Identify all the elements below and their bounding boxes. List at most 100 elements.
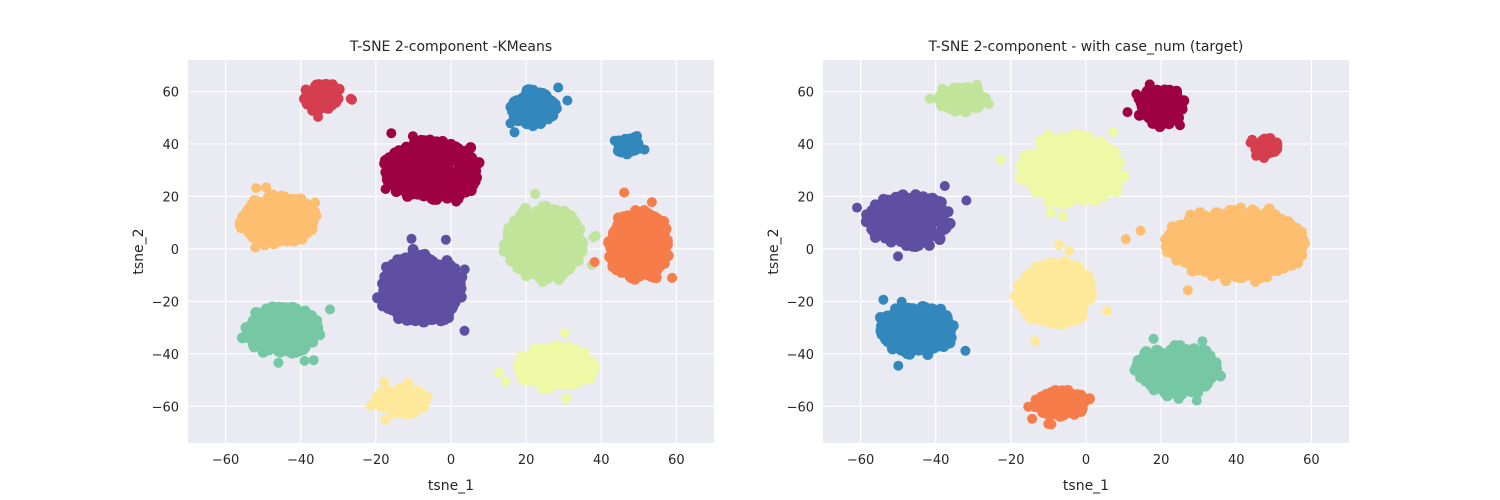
- scatter-point: [633, 249, 645, 261]
- scatter-point: [1160, 233, 1172, 245]
- scatter-point: [285, 319, 297, 331]
- scatter-point: [1234, 242, 1246, 253]
- scatter-point: [883, 212, 895, 224]
- scatter-point: [935, 93, 947, 105]
- scatter-point-outlier: [251, 183, 262, 193]
- scatter-point: [1165, 87, 1177, 99]
- scatter-point: [548, 363, 560, 375]
- scatter-point: [1245, 209, 1257, 221]
- scatter-point: [413, 264, 424, 276]
- scatter-point: [539, 106, 551, 118]
- scatter-point-outlier: [590, 230, 601, 241]
- scatter-point: [311, 322, 323, 333]
- scatter-point: [1022, 173, 1034, 185]
- cluster-3: [1245, 133, 1283, 164]
- scatter-point: [1101, 183, 1113, 195]
- scatter-point: [537, 233, 549, 245]
- scatter-point-outlier: [406, 233, 417, 244]
- scatter-point: [404, 253, 416, 265]
- scatter-point: [917, 191, 929, 203]
- scatter-point: [418, 276, 430, 288]
- scatter-point: [540, 262, 552, 274]
- scatter-point: [874, 227, 886, 238]
- scatter-point-outlier: [459, 325, 470, 336]
- scatter-point: [507, 249, 519, 261]
- cluster-10: [494, 328, 601, 404]
- scatter-point: [1151, 84, 1163, 96]
- scatter-point: [395, 149, 407, 161]
- y-axis-label: tsne_2: [131, 228, 147, 274]
- scatter-point: [266, 308, 278, 320]
- y-tick-label: 0: [171, 243, 179, 258]
- x-tick-label: 0: [447, 453, 455, 468]
- scatter-point: [541, 252, 553, 264]
- scatter-point: [1030, 184, 1042, 196]
- scatter-point: [657, 240, 669, 252]
- scatter-point: [398, 185, 410, 196]
- scatter-point: [1045, 155, 1057, 167]
- scatter-point: [332, 83, 344, 95]
- scatter-point: [1284, 226, 1296, 238]
- scatter-point: [1190, 254, 1202, 265]
- scatter-point: [441, 257, 452, 269]
- scatter-point-outlier: [1045, 207, 1056, 218]
- cluster-3: [609, 131, 650, 160]
- scatter-point: [304, 310, 315, 322]
- scatter-point: [960, 93, 972, 105]
- scatter-point-outlier: [609, 135, 620, 146]
- scatter-point: [442, 272, 454, 283]
- scatter-point: [546, 238, 558, 250]
- scatter-point-outlier: [972, 79, 983, 90]
- scatter-point: [1063, 148, 1075, 159]
- scatter-point: [1095, 172, 1107, 184]
- scatter-point-outlier: [937, 83, 948, 94]
- scatter-point: [1249, 221, 1261, 233]
- scatter-point-outlier: [1251, 150, 1262, 161]
- scatter-point: [932, 231, 944, 243]
- scatter-point: [443, 188, 455, 200]
- scatter-point: [396, 294, 408, 306]
- scatter-point: [244, 227, 256, 239]
- cluster-11: [365, 377, 433, 425]
- cluster-2: [505, 82, 573, 138]
- scatter-point: [1274, 228, 1286, 240]
- scatter-point-outlier: [1182, 285, 1193, 296]
- scatter-point-outlier: [939, 181, 950, 191]
- scatter-point: [618, 230, 630, 242]
- scatter-point: [930, 196, 942, 208]
- scatter-point: [1233, 271, 1245, 283]
- scatter-point: [1208, 268, 1220, 280]
- scatter-point: [556, 256, 568, 268]
- scatter-point: [1246, 265, 1258, 277]
- scatter-point: [911, 201, 923, 212]
- scatter-point: [288, 213, 299, 224]
- scatter-point: [1087, 184, 1099, 196]
- cluster-1: [924, 79, 994, 118]
- scatter-point: [390, 280, 402, 292]
- scatter-point-outlier: [1144, 79, 1155, 90]
- scatter-point: [248, 200, 260, 211]
- scatter-point: [638, 234, 650, 246]
- scatter-point: [1254, 260, 1266, 271]
- scatter-point: [1056, 180, 1068, 192]
- scatter-point-outlier: [500, 376, 511, 387]
- scatter-point: [420, 169, 431, 181]
- scatter-point: [1139, 91, 1151, 103]
- scatter-point: [271, 319, 283, 331]
- scatter-point: [421, 391, 433, 403]
- scatter-point-outlier: [589, 257, 600, 267]
- scatter-point: [391, 258, 403, 270]
- scatter-point: [416, 291, 428, 303]
- cluster-1: [299, 78, 357, 122]
- scatter-point-outlier: [407, 131, 418, 142]
- scatter-point: [435, 279, 447, 291]
- scatter-point: [618, 138, 630, 150]
- scatter-point: [559, 347, 571, 359]
- scatter-point: [565, 258, 576, 269]
- scatter-point-outlier: [561, 393, 572, 404]
- scatter-point: [286, 304, 298, 316]
- scatter-point: [1264, 144, 1276, 156]
- scatter-point: [527, 120, 539, 132]
- scatter-point-outlier: [632, 131, 642, 141]
- scatter-point: [261, 230, 273, 242]
